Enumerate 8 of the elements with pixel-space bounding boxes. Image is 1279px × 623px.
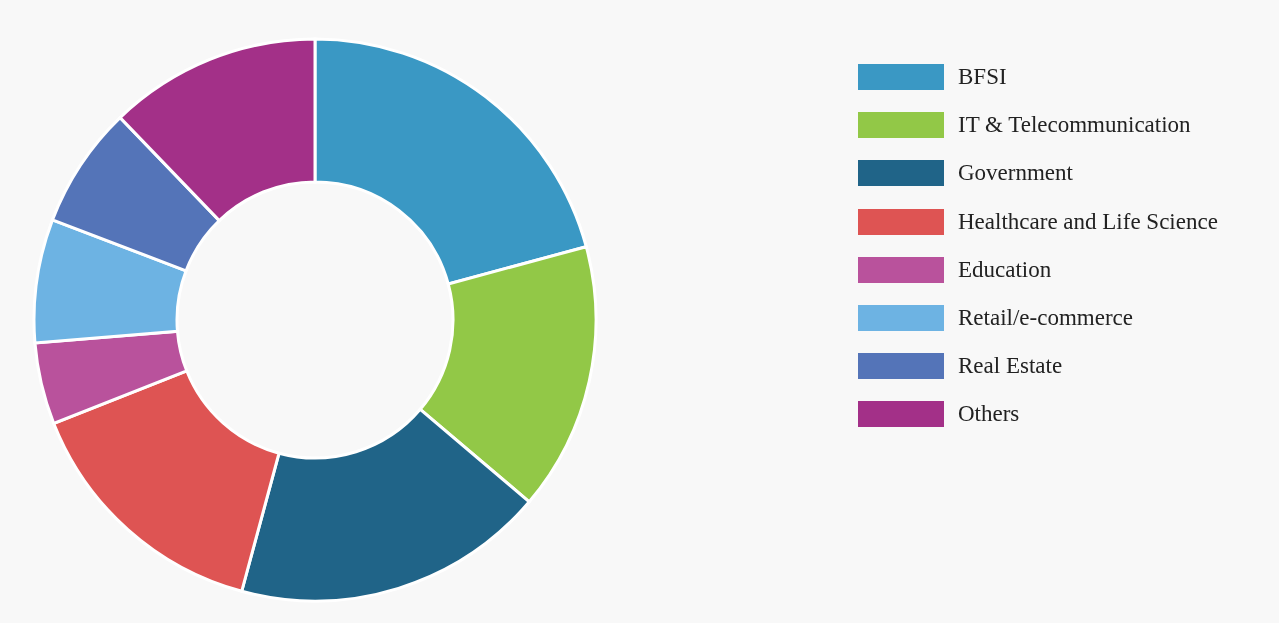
legend-label: Healthcare and Life Science <box>958 208 1218 235</box>
legend-label: Government <box>958 160 1073 187</box>
legend-label: Real Estate <box>958 353 1063 380</box>
legend-label: BFSI <box>958 64 1007 91</box>
legend-label: Retail/e-commerce <box>958 305 1133 332</box>
legend-label: Education <box>958 256 1052 283</box>
legend-label: IT & Telecommunication <box>958 112 1191 139</box>
legend-label: Others <box>958 401 1020 428</box>
